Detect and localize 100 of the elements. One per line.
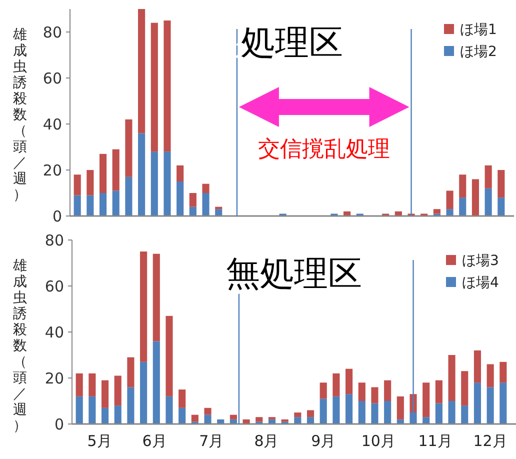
bar	[204, 414, 212, 424]
bar	[176, 182, 184, 216]
x-tick-label: 7月	[199, 432, 224, 450]
bar	[448, 401, 456, 424]
bar	[461, 371, 468, 406]
bar	[332, 396, 340, 424]
bar	[114, 376, 122, 406]
bar	[435, 380, 442, 404]
y-tick-label: 60	[44, 277, 64, 296]
bar	[500, 382, 507, 424]
y-tick-label: 20	[42, 161, 62, 180]
y-tick-label: 0	[52, 207, 62, 226]
bar	[446, 209, 454, 216]
bar	[294, 412, 302, 418]
bar	[99, 154, 107, 193]
bar	[164, 152, 171, 216]
bar	[86, 170, 94, 196]
bar	[189, 193, 196, 207]
bar	[152, 254, 160, 342]
bar	[435, 403, 442, 424]
bar	[498, 198, 505, 216]
bar	[74, 174, 81, 196]
bar	[433, 209, 440, 214]
annotation: 交信撹乱処理	[258, 137, 390, 162]
bar	[86, 195, 94, 216]
bar	[176, 165, 184, 182]
bar	[166, 396, 173, 424]
bar	[256, 417, 263, 422]
y-tick-label: 40	[42, 115, 62, 134]
x-tick-label: 12月	[473, 432, 508, 450]
bar	[332, 373, 340, 396]
bar	[114, 406, 122, 424]
y-tick-label: 80	[42, 23, 62, 42]
bar	[125, 119, 132, 177]
bar	[306, 417, 314, 424]
bar	[294, 417, 302, 424]
bar	[164, 20, 171, 152]
bar	[166, 316, 173, 396]
bar	[422, 417, 430, 424]
chart-title: 処理区	[241, 23, 343, 63]
bar	[486, 364, 494, 388]
bar	[459, 198, 466, 216]
x-tick-label: 10月	[361, 432, 396, 450]
bar	[320, 398, 327, 424]
bar	[346, 368, 353, 394]
bar	[461, 406, 468, 424]
bar	[127, 357, 134, 388]
bar	[152, 341, 160, 424]
bar	[384, 380, 392, 401]
y-tick-label: 0	[54, 415, 64, 434]
bar	[112, 149, 120, 191]
bar	[474, 350, 482, 383]
bar	[112, 190, 120, 216]
bar	[88, 396, 96, 424]
bar	[101, 380, 109, 408]
bar	[191, 414, 198, 422]
bar	[202, 184, 210, 193]
legend-label: ほ場1	[460, 22, 497, 38]
bar	[474, 382, 482, 424]
bar	[150, 152, 158, 216]
y-tick-label: 60	[42, 69, 62, 88]
text: 雄成虫誘殺数（頭／週）	[13, 258, 27, 434]
bar	[202, 193, 210, 216]
bar	[459, 174, 466, 198]
bar	[127, 387, 134, 424]
bar	[150, 22, 158, 152]
legend-label: ほ場3	[462, 252, 499, 269]
bar	[486, 387, 494, 424]
x-tick-label: 5月	[87, 432, 112, 450]
bar	[189, 206, 196, 216]
bar	[215, 209, 222, 216]
bar	[396, 396, 404, 420]
bar	[76, 373, 83, 396]
bar	[178, 390, 186, 408]
bar	[138, 9, 146, 134]
bar	[101, 408, 109, 424]
y-tick-label: 40	[44, 323, 64, 342]
bar	[346, 394, 353, 424]
bar	[371, 387, 378, 404]
bar	[371, 403, 378, 424]
bar	[140, 362, 148, 424]
bar	[138, 133, 146, 216]
bar	[484, 188, 492, 216]
bar	[498, 170, 505, 198]
bar	[384, 401, 392, 424]
bar	[88, 373, 96, 396]
bar	[306, 410, 314, 418]
x-tick-label: 11月	[418, 432, 452, 450]
bar	[74, 195, 81, 216]
y-tick-label: 80	[44, 231, 64, 250]
bar	[140, 252, 148, 362]
legend-label: ほ場4	[462, 274, 499, 291]
bar	[448, 355, 456, 401]
bar	[178, 408, 186, 424]
x-tick-label: 9月	[311, 432, 336, 450]
bar	[422, 382, 430, 418]
x-tick-label: 6月	[142, 432, 167, 450]
bar	[99, 193, 107, 216]
bar	[472, 179, 480, 216]
bar	[358, 401, 366, 424]
